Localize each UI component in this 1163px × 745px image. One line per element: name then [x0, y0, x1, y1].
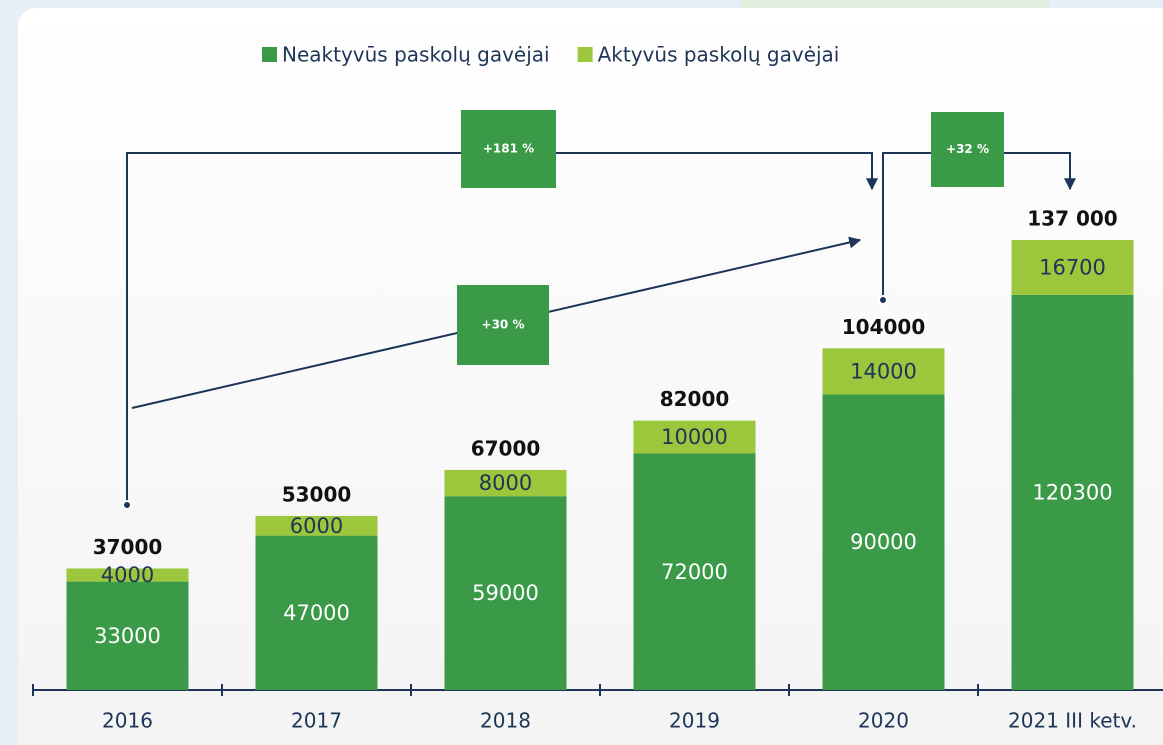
- segment-label: 72000: [661, 560, 728, 584]
- legend-label: Aktyvūs paskolų gavėjai: [598, 43, 840, 67]
- bar-segment: [66, 568, 189, 582]
- annotation-box: [461, 110, 556, 188]
- bar-segment: [444, 496, 567, 690]
- segment-label: 16700: [1039, 255, 1106, 279]
- segment-label: 10000: [661, 425, 728, 449]
- segment-label: 8000: [479, 471, 532, 495]
- legend-swatch: [262, 47, 277, 62]
- legend-swatch: [577, 47, 593, 62]
- bar-segment: [822, 394, 945, 690]
- segment-label: 47000: [283, 601, 350, 625]
- x-tick-label: 2019: [669, 709, 720, 733]
- x-tick-label: 2021 III ketv.: [1008, 709, 1137, 733]
- annotation-box: [457, 285, 549, 365]
- bar-segment: [444, 469, 567, 497]
- annotation: +181 %: [483, 142, 534, 156]
- total-label: 82000: [660, 387, 730, 411]
- annotation-box: [931, 112, 1004, 187]
- bar-segment: [633, 420, 756, 454]
- x-tick-label: 2017: [291, 709, 342, 733]
- bar-segment: [1011, 240, 1134, 295]
- bar-segment: [633, 453, 756, 690]
- total-label: 53000: [282, 482, 352, 506]
- bar-segment: [255, 535, 378, 690]
- segment-label: 90000: [850, 530, 917, 554]
- total-label: 37000: [93, 535, 163, 559]
- total-label: 137 000: [1027, 207, 1117, 231]
- bar-segment: [822, 348, 945, 395]
- bar-segment: [1011, 294, 1134, 690]
- total-label: 67000: [471, 436, 541, 460]
- segment-label: 6000: [290, 514, 343, 538]
- bar-segment: [255, 515, 378, 536]
- legend-label: Neaktyvūs paskolų gavėjai: [282, 43, 550, 67]
- annotation: +30 %: [482, 318, 525, 332]
- x-tick-label: 2018: [480, 709, 531, 733]
- x-tick-label: 2020: [858, 709, 909, 733]
- legend: Neaktyvūs paskolų gavėjai Aktyvūs paskolų…: [262, 43, 839, 67]
- segment-label: 120300: [1032, 480, 1112, 504]
- x-tick-label: 2016: [102, 709, 153, 733]
- segment-label: 4000: [101, 563, 154, 587]
- segment-label: 59000: [472, 581, 539, 605]
- bar-segment: [66, 581, 189, 690]
- annotation: +32 %: [946, 142, 989, 156]
- segment-label: 14000: [850, 359, 917, 383]
- segment-label: 33000: [94, 624, 161, 648]
- total-label: 104000: [842, 315, 926, 339]
